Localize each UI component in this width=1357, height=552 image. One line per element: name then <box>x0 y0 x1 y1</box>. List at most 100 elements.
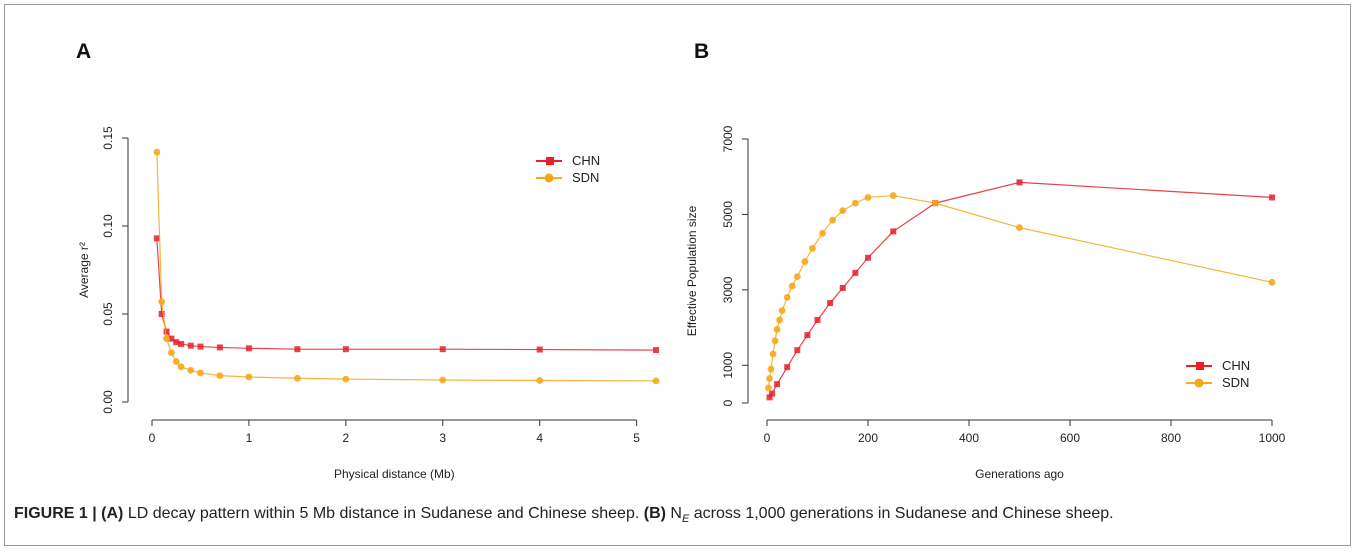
data-point-sdn <box>864 194 872 201</box>
data-point-chn <box>766 394 773 401</box>
data-point-sdn <box>788 282 796 290</box>
data-point-chn <box>342 346 349 353</box>
data-point-sdn <box>931 199 939 207</box>
data-point-sdn <box>187 366 195 374</box>
data-point-sdn <box>197 369 204 377</box>
data-point-sdn <box>778 307 786 314</box>
y-axis-label: Effective Population size <box>685 205 699 336</box>
data-point-sdn <box>819 229 826 237</box>
data-point-chn <box>294 346 301 353</box>
x-axis-label: Physical distance (Mb) <box>334 467 455 481</box>
data-point-sdn <box>773 326 781 333</box>
data-point-chn <box>804 332 811 339</box>
x-tick-label: 0 <box>149 431 156 445</box>
legend-marker-sdn <box>1194 378 1204 388</box>
data-point-chn <box>653 347 659 354</box>
legend-label-chn: CHN <box>572 153 600 168</box>
chart-ld-decay: 0 1 2 3 4 5 Physical distance (Mb) 0.00 0.05 0.10… <box>77 126 660 481</box>
y-tick-label: 3000 <box>721 276 735 303</box>
data-point-chn <box>197 343 204 350</box>
series-line-sdn <box>156 152 657 382</box>
data-point-sdn <box>163 335 170 343</box>
data-point-chn <box>1016 179 1023 186</box>
caption-ne-symbol: NE <box>670 505 690 526</box>
data-point-chn <box>814 317 821 324</box>
legend-marker-chn <box>1196 362 1204 370</box>
data-point-sdn <box>1016 224 1023 232</box>
data-point-sdn <box>177 363 185 371</box>
data-point-chn <box>178 340 185 347</box>
data-point-chn <box>852 269 859 276</box>
x-axis-label: Generations ago <box>975 467 1064 481</box>
y-tick-label: 0.05 <box>101 302 115 326</box>
series-line-sdn <box>767 194 1273 388</box>
data-point-sdn <box>766 375 773 382</box>
data-point-sdn <box>889 192 897 199</box>
data-point-sdn <box>1268 278 1276 286</box>
caption-part-b-label: (B) <box>643 505 666 522</box>
data-point-sdn <box>771 337 779 345</box>
data-point-sdn <box>767 365 775 373</box>
data-point-sdn <box>769 350 777 358</box>
data-point-chn <box>536 346 543 353</box>
x-tick-label: 4 <box>536 431 543 445</box>
y-axis-label: Average r² <box>77 242 91 298</box>
data-point-sdn <box>801 258 809 265</box>
data-point-sdn <box>809 244 816 252</box>
data-point-chn <box>187 342 194 349</box>
y-tick-label: 7000 <box>721 125 735 152</box>
data-point-sdn <box>167 349 175 357</box>
legend-label-chn: CHN <box>1222 358 1250 373</box>
data-point-chn <box>794 347 801 354</box>
data-point-sdn <box>776 316 784 324</box>
data-point-sdn <box>783 294 791 301</box>
panel-label-a: A <box>76 40 92 63</box>
data-point-sdn <box>153 148 161 156</box>
data-point-chn <box>784 364 791 371</box>
x-tick-label: 200 <box>858 431 878 445</box>
data-point-chn <box>774 381 781 388</box>
y-tick-label: 5000 <box>721 201 735 228</box>
y-tick-label: 0.15 <box>101 126 115 150</box>
legend-marker-sdn <box>544 173 554 183</box>
x-tick-label: 3 <box>439 431 446 445</box>
data-point-chn <box>153 235 160 242</box>
y-tick-label: 1000 <box>721 352 735 379</box>
data-point-sdn <box>829 216 837 224</box>
data-point-sdn <box>172 358 180 365</box>
data-point-sdn <box>293 374 301 382</box>
y-tick-label: 0.00 <box>101 390 115 414</box>
x-tick-label: 600 <box>1060 431 1080 445</box>
series-line-chn <box>156 238 657 351</box>
data-point-sdn <box>652 377 660 385</box>
x-tick-label: 1 <box>246 431 253 445</box>
data-point-chn <box>890 228 897 235</box>
data-point-sdn <box>245 373 253 381</box>
data-point-chn <box>827 300 834 307</box>
data-point-chn <box>865 254 871 261</box>
data-point-chn <box>839 284 846 291</box>
figure-frame <box>4 4 1351 546</box>
data-point-chn <box>439 346 446 353</box>
data-point-sdn <box>536 377 544 384</box>
y-tick-label: 0 <box>721 399 735 406</box>
chart-effective-population: 0 200 400 600 800 1000 Generations ago 0 1000 300… <box>685 125 1286 481</box>
legend-label-sdn: SDN <box>572 170 599 185</box>
data-point-sdn <box>839 207 847 215</box>
legend-label-sdn: SDN <box>1222 375 1249 390</box>
y-tick-label: 0.10 <box>101 214 115 238</box>
data-point-chn <box>158 311 165 317</box>
data-point-chn <box>216 344 223 351</box>
data-point-chn <box>245 345 252 352</box>
x-tick-label: 1000 <box>1259 431 1286 445</box>
caption-part-a-label: (A) <box>101 505 124 522</box>
figure-caption: FIGURE 1 | (A) LD decay pattern within 5… <box>14 505 1344 525</box>
data-point-chn <box>168 335 175 342</box>
data-point-sdn <box>793 273 801 281</box>
data-point-sdn <box>439 376 447 384</box>
data-point-sdn <box>851 199 859 207</box>
panel-label-b: B <box>694 40 710 63</box>
x-tick-label: 0 <box>764 431 771 445</box>
caption-figure-label: FIGURE 1 | <box>14 505 97 522</box>
data-point-sdn <box>765 384 772 392</box>
